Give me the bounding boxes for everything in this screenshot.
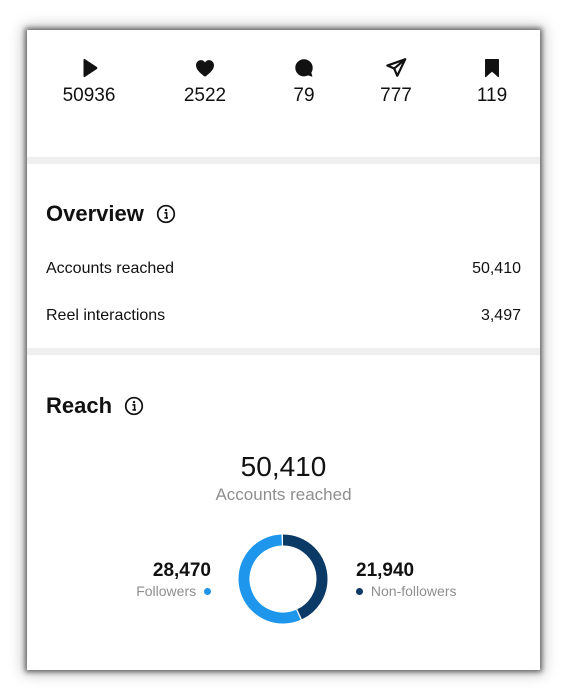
stat-saves-value: 119	[476, 85, 508, 106]
non-followers-value: 21,940	[356, 560, 415, 581]
overview-row-label: Accounts reached	[46, 260, 175, 277]
share-icon	[386, 58, 407, 77]
stat-plays-value: 50936	[62, 85, 116, 106]
stat-comments-value: 79	[293, 85, 315, 106]
reach-title: Reach	[46, 393, 113, 418]
stat-saves[interactable]: 119	[447, 57, 537, 107]
reach-total-label: Accounts reached	[215, 485, 352, 504]
followers-value: 28,470	[152, 560, 211, 581]
overview-row-reel-interactions[interactable]: Reel interactions 3,497	[46, 306, 521, 326]
section-divider	[27, 348, 540, 355]
stat-plays[interactable]: 50936	[44, 57, 134, 107]
legend-followers: 28,470 Followers	[136, 560, 211, 600]
followers-legend-label: Followers	[136, 582, 211, 600]
non-followers-label: Non-followers	[370, 583, 457, 599]
donut-segment-non-followers	[238, 534, 328, 624]
reach-heading: Reach	[46, 393, 144, 419]
stat-shares-value: 777	[380, 85, 412, 106]
engagement-stats-row: 50936 2522 79 777	[27, 30, 540, 157]
followers-dot	[204, 587, 211, 595]
legend-non-followers: 21,940 Non-followers	[356, 560, 456, 600]
stat-comments[interactable]: 79	[259, 57, 349, 107]
overview-heading: Overview	[46, 201, 176, 227]
non-followers-legend-label: Non-followers	[356, 582, 456, 600]
reach-total-value: 50,410	[240, 451, 327, 482]
overview-row-accounts-reached[interactable]: Accounts reached 50,410	[46, 259, 521, 279]
overview-row-value: 3,497	[480, 307, 521, 324]
bookmark-icon	[485, 59, 499, 78]
reach-donut-chart	[238, 534, 328, 624]
section-divider	[27, 157, 540, 164]
stat-likes[interactable]: 2522	[160, 57, 250, 107]
stat-shares[interactable]: 777	[351, 57, 441, 107]
play-icon	[83, 58, 98, 78]
donut-segment-followers	[238, 534, 328, 624]
non-followers-dot	[356, 587, 363, 595]
info-icon[interactable]	[124, 396, 144, 416]
followers-label: Followers	[136, 583, 197, 599]
comment-icon	[295, 59, 313, 77]
overview-row-value: 50,410	[472, 260, 521, 277]
heart-icon	[196, 60, 214, 77]
stat-likes-value: 2522	[183, 85, 227, 106]
insights-card: 50936 2522 79 777	[27, 30, 540, 670]
overview-title: Overview	[46, 201, 144, 226]
info-icon[interactable]	[156, 204, 176, 224]
overview-row-label: Reel interactions	[46, 307, 166, 324]
